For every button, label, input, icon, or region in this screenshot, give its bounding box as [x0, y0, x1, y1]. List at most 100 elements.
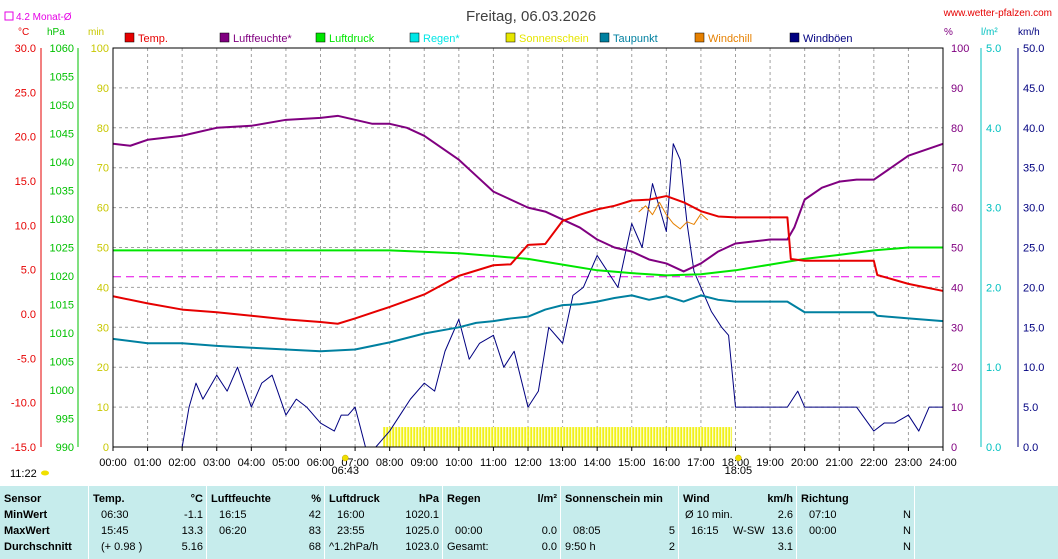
dir-max-val: N [903, 525, 911, 537]
humidity-tick-label: 60 [951, 203, 963, 215]
row-label-min: MinWert [4, 509, 48, 521]
wind-tick-label: 35.0 [1023, 163, 1044, 175]
header-sensor: Sensor [4, 493, 42, 505]
col-sunshine: Sonnenschein min 08:05 5 9:50 h 2 [560, 486, 679, 559]
temp-tick-label: 20.0 [15, 132, 36, 144]
pressure-tick-label: 1055 [50, 72, 74, 84]
wind-tick-label: 5.0 [1023, 402, 1038, 414]
humidity-tick-label: 0 [951, 442, 957, 454]
minutes-tick-label: 40 [97, 282, 109, 294]
pressure-tick-label: 990 [56, 442, 74, 454]
minutes-tick-label: 10 [97, 402, 109, 414]
pressure-tick-label: 1030 [50, 214, 74, 226]
x-tick-label: 08:00 [376, 457, 404, 469]
humidity-tick-label: 10 [951, 402, 963, 414]
x-tick-label: 13:00 [549, 457, 577, 469]
series-luftfeuchte-line [112, 114, 944, 273]
pressure-tick-label: 1020 [50, 271, 74, 283]
x-tick-label: 22:00 [860, 457, 888, 469]
wind-max-val: 13.6 [771, 525, 793, 537]
press-trend: ^1.2hPa/h [329, 541, 379, 553]
header-wind: Wind [683, 493, 710, 505]
pressure-tick-label: 1060 [50, 43, 74, 55]
moon-time: 11:22 [10, 468, 37, 480]
col-humidity: Luftfeuchte% 16:15 42 06:20 83 68 [206, 486, 325, 559]
row-label-avg: Durchschnitt [4, 541, 72, 553]
minutes-tick-label: 20 [97, 362, 109, 374]
x-tick-label: 21:00 [825, 457, 853, 469]
wind-max-dir: W-SW [733, 525, 765, 537]
temp-avg-val: 5.16 [181, 541, 203, 553]
legend-swatch [505, 32, 516, 43]
humidity-tick-label: 70 [951, 163, 963, 175]
month-avg-swatch [4, 11, 14, 21]
x-tick-label: 17:00 [687, 457, 715, 469]
series-luftdruck-line [113, 246, 943, 277]
humidity-tick-label: 30 [951, 322, 963, 334]
pressure-tick-label: 1005 [50, 357, 74, 369]
press-min-time: 16:00 [337, 509, 365, 521]
legend-swatch [219, 32, 230, 43]
col-pressure: Luftdruck hPa 16:00 1020.1 23:55 1025.0 ^1.… [324, 486, 443, 559]
hum-max-time: 06:20 [219, 525, 247, 537]
legend-swatch [694, 32, 705, 43]
x-tick-label: 01:00 [134, 457, 162, 469]
temp-tick-label: 25.0 [15, 87, 36, 99]
col-rain: Regen l/m² 00:00 0.0 Gesamt: 0.0 [442, 486, 561, 559]
rain-total-val: 0.0 [541, 541, 557, 553]
legend-label: Luftdruck [329, 33, 375, 45]
header-wind-unit: km/h [767, 493, 793, 505]
rain-max-time: 00:00 [455, 525, 483, 537]
month-avg-label: 4.2 Monat-Ø [16, 12, 72, 23]
wind-tick-label: 10.0 [1023, 362, 1044, 374]
header-rain: Regen [447, 493, 481, 505]
pressure-tick-label: 1050 [50, 100, 74, 112]
x-tick-label: 03:00 [203, 457, 231, 469]
temp-tick-label: 30.0 [15, 43, 36, 55]
sunset-time: 18:05 [725, 465, 753, 477]
wind-tick-label: 25.0 [1023, 243, 1044, 255]
minutes-tick-label: 70 [97, 163, 109, 175]
header-dir: Richtung [801, 493, 849, 505]
x-tick-label: 02:00 [168, 457, 196, 469]
sun-max-time: 08:05 [573, 525, 601, 537]
pressure-tick-label: 1000 [50, 385, 74, 397]
pressure-tick-label: 995 [56, 414, 74, 426]
temp-min-time: 06:30 [101, 509, 129, 521]
dir-min-val: N [903, 509, 911, 521]
x-tick-label: 24:00 [929, 457, 957, 469]
hum-avg-val: 68 [308, 541, 321, 553]
temp-tick-label: 15.0 [15, 176, 36, 188]
humidity-tick-label: 80 [951, 123, 963, 135]
legend-label: Regen* [423, 33, 460, 45]
unit-minutes: min [88, 27, 104, 38]
legend-label: Temp. [138, 33, 168, 45]
stats-table: Sensor MinWert MaxWert Durchschnitt Temp… [0, 486, 1058, 559]
legend-swatch [599, 32, 610, 43]
rain-tick-label: 3.0 [986, 203, 1001, 215]
hum-max-val: 83 [308, 525, 321, 537]
x-tick-label: 16:00 [653, 457, 681, 469]
x-tick-label: 09:00 [410, 457, 438, 469]
rain-tick-label: 1.0 [986, 362, 1001, 374]
col-empty [914, 486, 1058, 559]
x-tick-label: 20:00 [791, 457, 819, 469]
pressure-tick-label: 1010 [50, 328, 74, 340]
header-sun: Sonnenschein min [565, 493, 663, 505]
wind-avg10-label: Ø 10 min. [685, 509, 733, 521]
series-taupunkt-line [112, 294, 944, 353]
wind-tick-label: 0.0 [1023, 442, 1038, 454]
x-tick-label: 23:00 [895, 457, 923, 469]
humidity-tick-label: 40 [951, 282, 963, 294]
pressure-tick-label: 1025 [50, 243, 74, 255]
site-link[interactable]: www.wetter-pfalzen.com [943, 8, 1052, 19]
temp-avg-note: (+ 0.98 ) [101, 541, 143, 553]
chart-title: Freitag, 06.03.2026 [466, 8, 596, 25]
wind-tick-label: 50.0 [1023, 43, 1044, 55]
x-tick-label: 12:00 [514, 457, 542, 469]
header-press-unit: hPa [418, 493, 439, 505]
legend-swatch [409, 32, 420, 43]
col-sensor: Sensor MinWert MaxWert Durchschnitt [0, 486, 88, 559]
header-rain-unit: l/m² [537, 493, 557, 505]
chart-axes: 00:00 01:00 02:00 03:00 04:00 05:00 06:00 07:00… [10, 43, 1044, 480]
